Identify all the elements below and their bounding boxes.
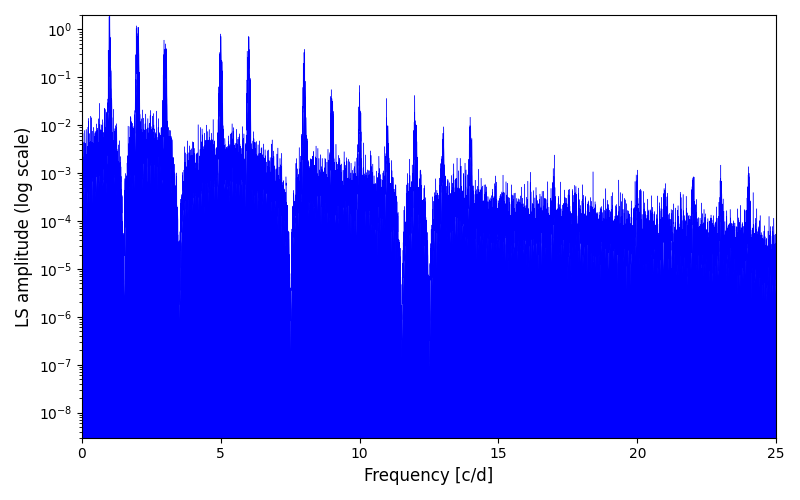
Y-axis label: LS amplitude (log scale): LS amplitude (log scale) <box>15 126 33 326</box>
X-axis label: Frequency [c/d]: Frequency [c/d] <box>364 467 494 485</box>
